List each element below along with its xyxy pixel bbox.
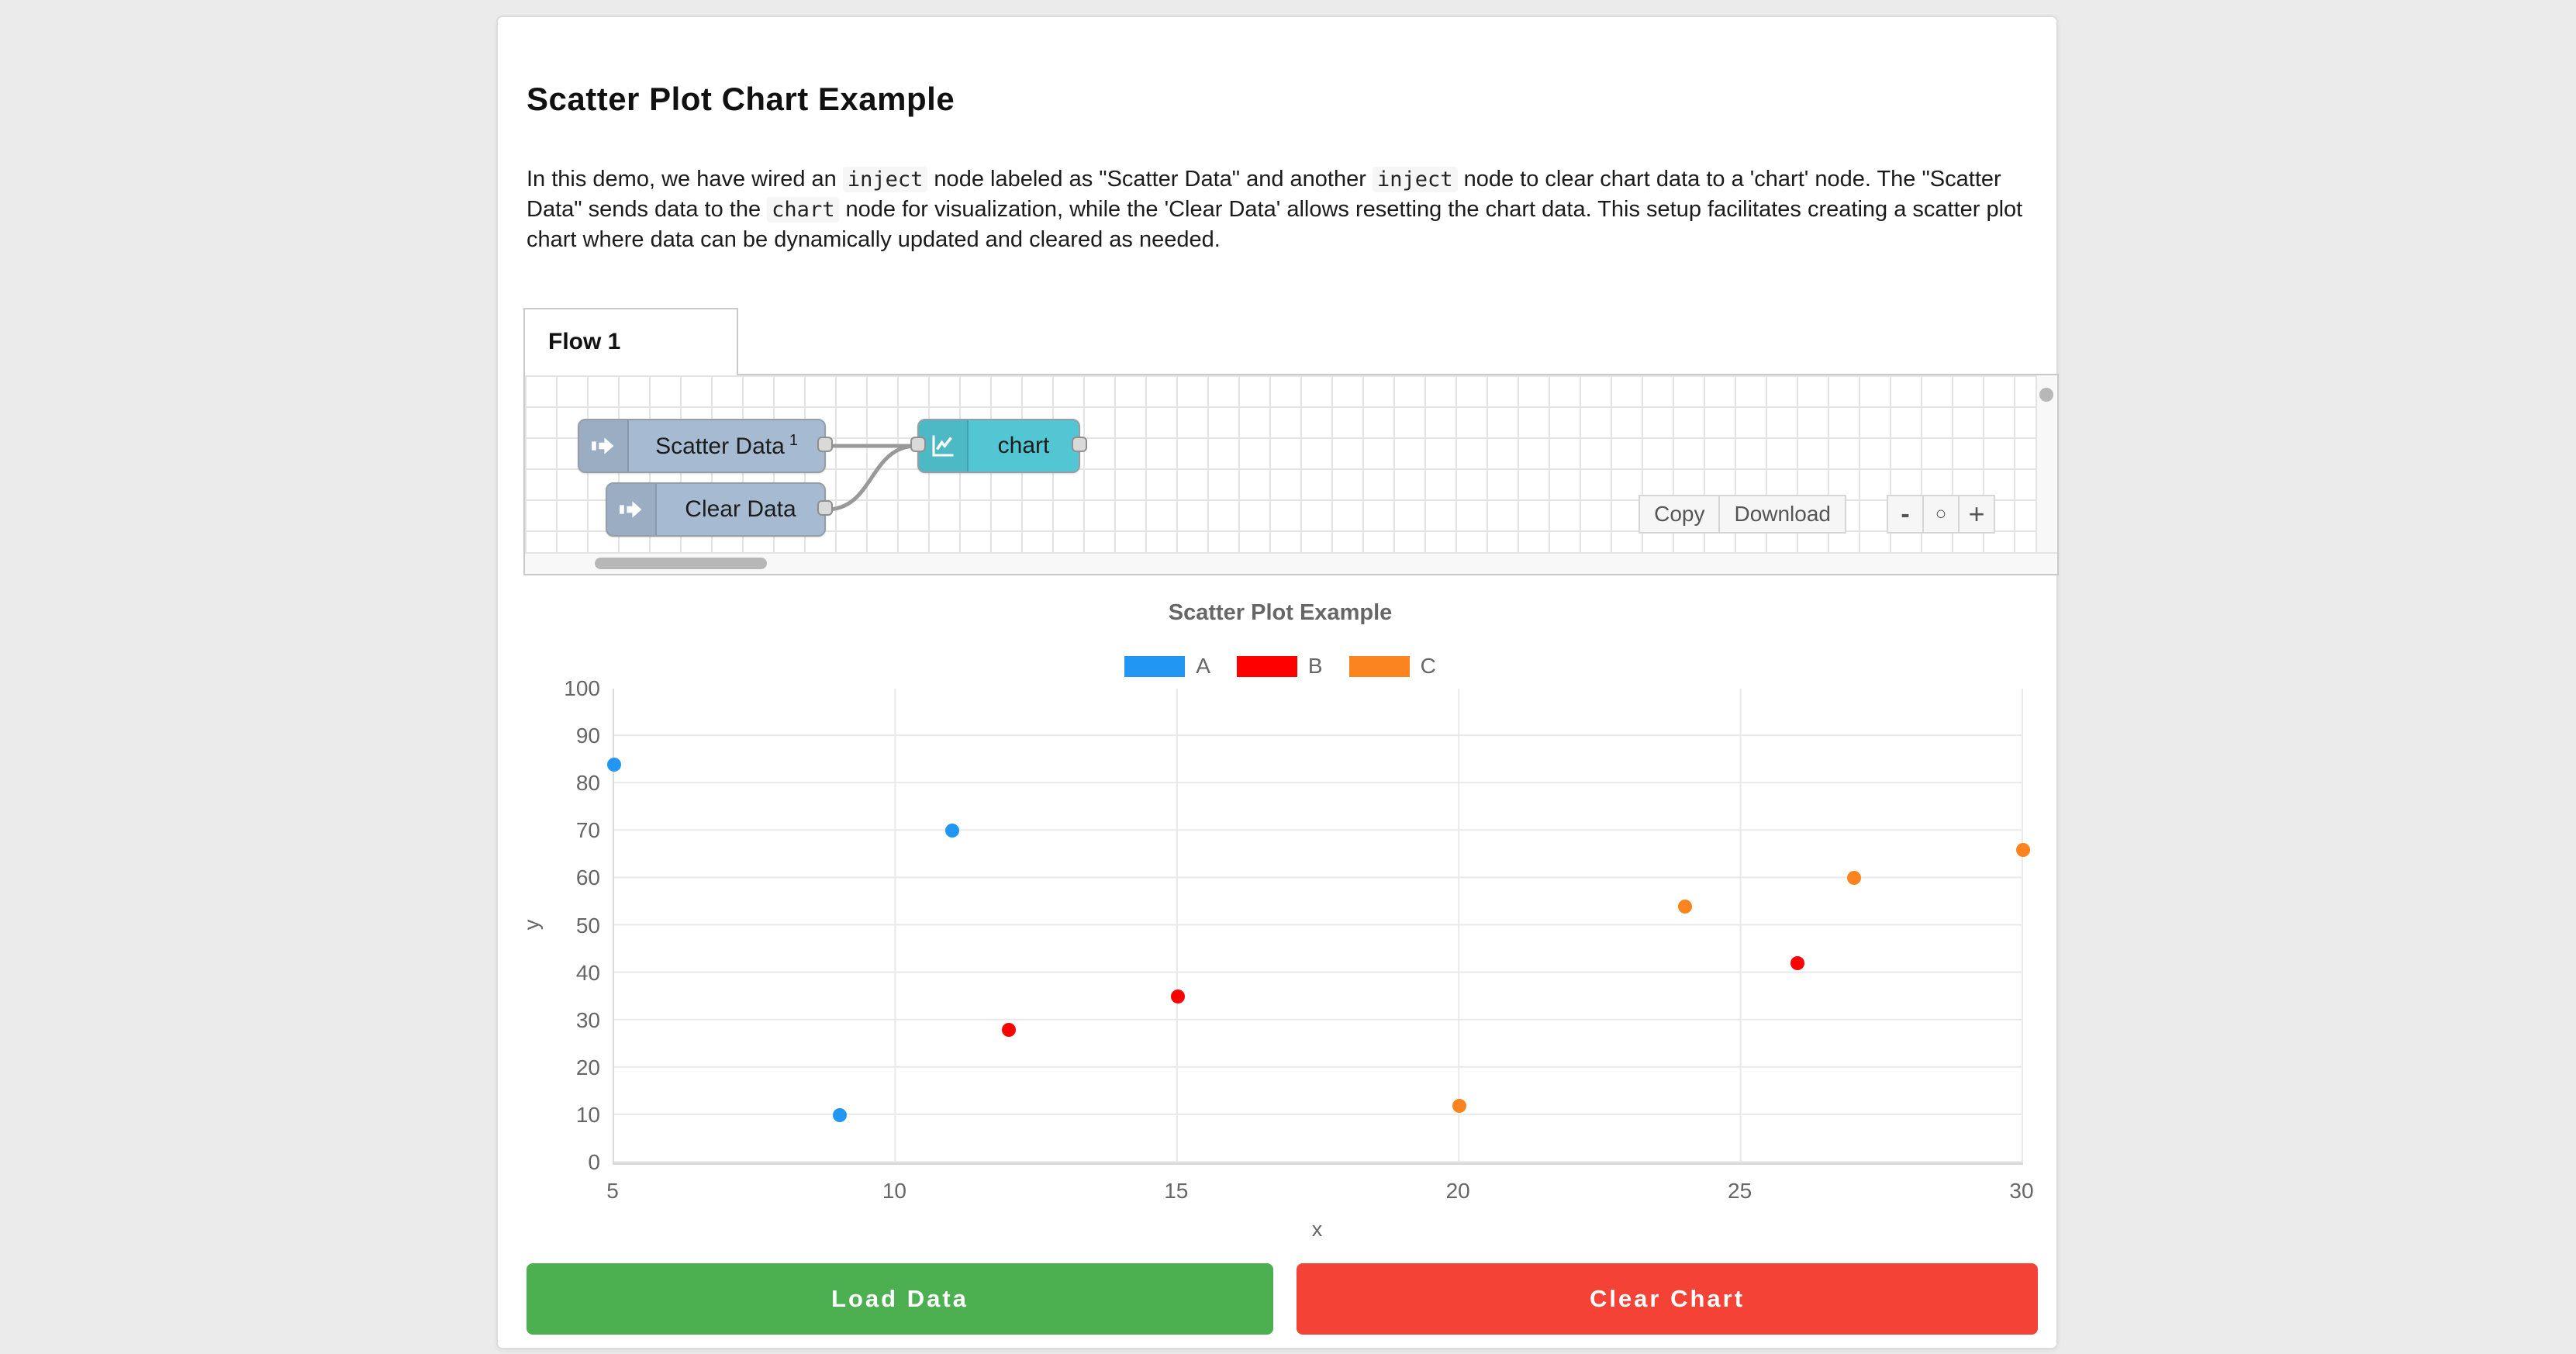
y-tick-label: 60 bbox=[575, 865, 600, 890]
inline-code: inject bbox=[842, 167, 928, 192]
y-tick-label: 80 bbox=[575, 771, 600, 796]
content-card: Scatter Plot Chart Example In this demo,… bbox=[496, 16, 2059, 1349]
inject-icon bbox=[607, 484, 657, 535]
scatter-point-B bbox=[1001, 1022, 1016, 1037]
download-button[interactable]: Download bbox=[1718, 495, 1846, 534]
node-output-port[interactable] bbox=[1072, 437, 1087, 452]
zoom-reset-button[interactable]: ○ bbox=[1922, 495, 1960, 534]
legend-item[interactable]: A bbox=[1124, 654, 1210, 679]
y-tick-label: 50 bbox=[575, 913, 600, 938]
legend-item[interactable]: B bbox=[1236, 654, 1323, 679]
y-tick-label: 20 bbox=[575, 1055, 600, 1079]
node-label: chart bbox=[997, 433, 1050, 458]
description-text: node labeled as "Scatter Data" and anoth… bbox=[927, 167, 1373, 192]
page-title: Scatter Plot Chart Example bbox=[527, 81, 955, 117]
scatter-point-A bbox=[945, 824, 960, 838]
y-tick-label: 10 bbox=[575, 1102, 600, 1127]
scatter-point-B bbox=[1170, 990, 1185, 1004]
scatter-point-C bbox=[2016, 842, 2030, 857]
scatter-point-A bbox=[832, 1107, 847, 1122]
y-tick-label: 30 bbox=[575, 1007, 600, 1032]
legend-label: A bbox=[1196, 654, 1210, 678]
node-output-port[interactable] bbox=[817, 437, 833, 452]
copy-button[interactable]: Copy bbox=[1638, 495, 1721, 534]
y-tick-label: 0 bbox=[588, 1150, 600, 1174]
x-tick-label: 20 bbox=[1445, 1179, 1470, 1203]
legend-swatch bbox=[1124, 655, 1186, 677]
x-tick-label: 15 bbox=[1164, 1179, 1189, 1203]
inline-code: chart bbox=[767, 197, 840, 223]
chart-plot-area[interactable] bbox=[607, 689, 2030, 1165]
flow-node-chart[interactable]: chart bbox=[910, 419, 1087, 473]
zoom-out-button[interactable]: - bbox=[1887, 495, 1924, 534]
description-text: In this demo, we have wired an bbox=[527, 167, 843, 192]
load-data-button[interactable]: Load Data bbox=[527, 1263, 1273, 1335]
legend-label: B bbox=[1307, 654, 1323, 678]
x-tick-label: 10 bbox=[882, 1179, 906, 1203]
y-tick-label: 40 bbox=[575, 960, 600, 985]
node-input-port[interactable] bbox=[910, 437, 926, 452]
flow-tab-label: Flow 1 bbox=[548, 329, 621, 354]
legend-swatch bbox=[1348, 655, 1410, 677]
y-tick-label: 70 bbox=[575, 818, 600, 843]
y-axis-ticks: 0 10 20 30 40 50 60 70 80 90 100 bbox=[513, 676, 600, 1174]
flow-canvas[interactable]: Scatter Data 1 Clear Data chart bbox=[523, 374, 2059, 575]
scrollbar-thumb[interactable] bbox=[595, 558, 767, 569]
flow-horizontal-scrollbar[interactable] bbox=[525, 552, 2057, 574]
description-text: node for visualization, while the 'Clear… bbox=[527, 197, 2023, 252]
flow-wires bbox=[824, 444, 919, 512]
y-tick-label: 90 bbox=[575, 724, 600, 748]
inline-code: inject bbox=[1372, 167, 1458, 192]
node-output-port[interactable] bbox=[817, 500, 833, 516]
zoom-in-button[interactable]: + bbox=[1958, 495, 1995, 534]
scatter-point-C bbox=[1677, 900, 1692, 914]
flow-export-toolbar: Copy Download bbox=[1638, 495, 1846, 534]
x-tick-label: 30 bbox=[2009, 1179, 2034, 1203]
scatter-point-C bbox=[1846, 871, 1861, 886]
x-axis-title: x bbox=[1311, 1218, 1323, 1241]
x-axis-ticks: 5 10 15 20 25 30 bbox=[606, 1179, 2033, 1205]
flow-node-clear-data[interactable]: Clear Data bbox=[606, 482, 833, 537]
inject-icon bbox=[579, 420, 629, 471]
scatter-point-B bbox=[1790, 956, 1805, 971]
y-tick-label: 100 bbox=[564, 676, 600, 700]
scrollbar-thumb[interactable] bbox=[2039, 388, 2053, 402]
node-label: Scatter Data 1 bbox=[655, 432, 798, 459]
flow-tab[interactable]: Flow 1 bbox=[523, 308, 738, 375]
node-label: Clear Data bbox=[685, 496, 796, 522]
scatter-point-C bbox=[1452, 1098, 1467, 1113]
legend-label: C bbox=[1420, 654, 1436, 678]
chart-icon bbox=[919, 420, 969, 471]
description-paragraph: In this demo, we have wired an inject no… bbox=[527, 164, 2034, 255]
clear-chart-button[interactable]: Clear Chart bbox=[1297, 1263, 2038, 1335]
flow-vertical-scrollbar[interactable] bbox=[2036, 375, 2057, 554]
chart-legend: A B C bbox=[527, 653, 2034, 679]
flow-zoom-toolbar: - ○ + bbox=[1887, 495, 1995, 534]
legend-item[interactable]: C bbox=[1348, 654, 1436, 679]
description-text: node to clear chart data to a 'chart' no… bbox=[527, 167, 2001, 222]
node-badge: 1 bbox=[789, 432, 798, 449]
x-tick-label: 25 bbox=[1728, 1179, 1752, 1203]
y-axis-title: y bbox=[520, 919, 544, 931]
legend-swatch bbox=[1236, 655, 1297, 677]
x-tick-label: 5 bbox=[606, 1179, 619, 1203]
chart-title: Scatter Plot Example bbox=[1168, 600, 1393, 625]
flow-node-scatter-data[interactable]: Scatter Data 1 bbox=[578, 419, 833, 473]
scatter-point-A bbox=[607, 757, 621, 772]
